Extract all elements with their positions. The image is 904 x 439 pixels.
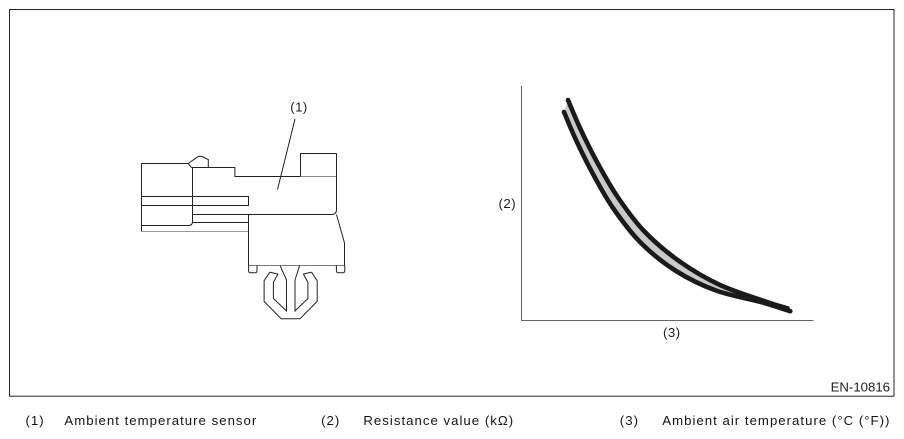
svg-text:Ambient air temperature (°C (°: Ambient air temperature (°C (°F)) <box>662 413 890 428</box>
svg-text:EN-10816: EN-10816 <box>831 379 890 394</box>
svg-text:(1): (1) <box>290 99 308 114</box>
svg-text:(1): (1) <box>26 413 45 428</box>
svg-text:(3): (3) <box>620 413 639 428</box>
svg-text:(3): (3) <box>663 325 681 340</box>
svg-text:(2): (2) <box>321 413 340 428</box>
svg-text:Resistance value (kΩ): Resistance value (kΩ) <box>363 413 514 428</box>
svg-text:(2): (2) <box>499 196 517 211</box>
svg-text:Ambient temperature sensor: Ambient temperature sensor <box>64 413 257 428</box>
